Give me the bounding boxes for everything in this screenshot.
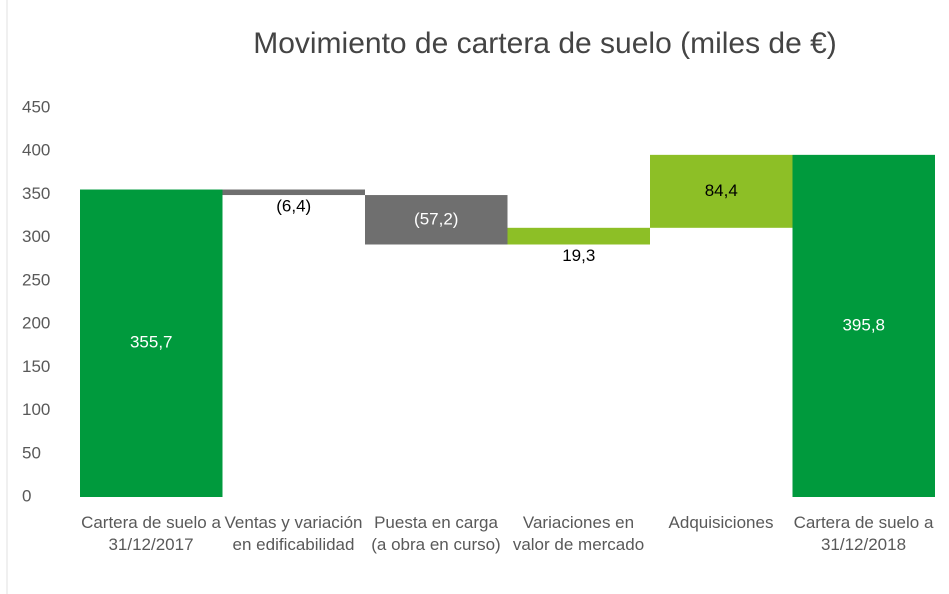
y-tick-label: 0 [22, 486, 31, 505]
y-tick-label: 450 [22, 97, 50, 116]
value-label: 84,4 [705, 181, 738, 200]
y-tick-label: 100 [22, 400, 50, 419]
bar [80, 189, 223, 498]
bar [792, 154, 935, 497]
value-label: 355,7 [130, 333, 173, 352]
y-tick-label: 400 [22, 141, 50, 160]
value-label: (6,4) [276, 197, 311, 216]
x-tick-label: Cartera de suelo a 31/12/2018 [793, 513, 934, 554]
x-tick-label: Cartera de suelo a 31/12/2017 [81, 513, 221, 554]
x-tick-label: Adquisiciones [668, 513, 774, 532]
y-tick-label: 250 [22, 270, 50, 289]
y-tick-label: 50 [22, 443, 41, 462]
x-tick-label: Puesta en carga (a obra en curso) [371, 513, 501, 554]
value-label: 19,3 [562, 246, 595, 265]
value-label: 395,8 [842, 315, 885, 334]
bar [365, 195, 508, 245]
x-tick-label: Ventas y variación en edificabilidad [224, 513, 363, 554]
chart-title: Movimiento de cartera de suelo (miles de… [253, 27, 837, 60]
x-tick-label: Variaciones en valor de mercado [512, 513, 645, 554]
y-tick-label: 150 [22, 357, 50, 376]
value-label: (57,2) [414, 209, 458, 228]
bar [650, 154, 793, 228]
bar [507, 227, 650, 245]
y-tick-label: 200 [22, 314, 50, 333]
bar [222, 189, 365, 196]
y-tick-label: 300 [22, 227, 50, 246]
y-tick-label: 350 [22, 184, 50, 203]
